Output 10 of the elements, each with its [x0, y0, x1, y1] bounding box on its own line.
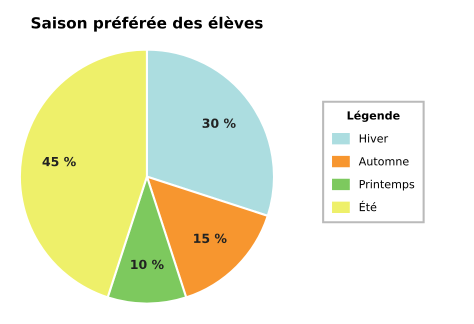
- data-label: 10 %: [131, 260, 164, 270]
- data-label: 30 %: [202, 118, 236, 128]
- legend-label: Hiver: [360, 134, 388, 143]
- legend-label: Printemps: [360, 180, 414, 191]
- chart-title: Saison préférée des élèves: [32, 16, 263, 32]
- legend-label: Été: [360, 200, 376, 212]
- data-label: 15 %: [194, 234, 227, 244]
- data-label: 45 %: [42, 156, 76, 166]
- legend-label: Automne: [358, 157, 409, 166]
- legend-title: Légende: [348, 110, 400, 122]
